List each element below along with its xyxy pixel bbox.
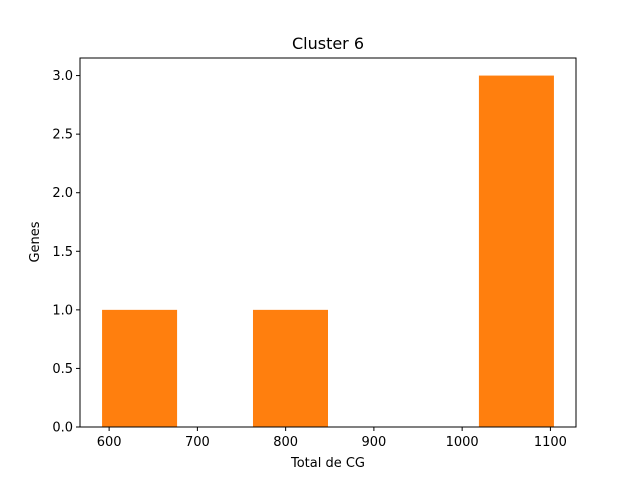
x-tick-label-3: 900 — [361, 435, 386, 450]
histogram-bar-1 — [252, 309, 328, 427]
x-tick-label-4: 1000 — [446, 435, 479, 450]
histogram-bar-2 — [478, 75, 554, 428]
x-tick-label-5: 1100 — [534, 435, 567, 450]
y-tick-label-5: 2.5 — [52, 128, 73, 143]
chart-title: Cluster 6 — [292, 34, 364, 53]
y-tick-label-2: 1.0 — [52, 303, 73, 318]
x-tick-label-1: 700 — [185, 435, 210, 450]
plot-frame — [79, 57, 577, 428]
y-tick-label-3: 1.5 — [52, 245, 73, 260]
y-axis-label: Genes — [28, 221, 43, 262]
bars-group — [102, 75, 554, 428]
y-tick-label-6: 3.0 — [52, 69, 73, 84]
x-axis-ticks: 600 700 800 900 1000 1100 — [97, 427, 567, 450]
x-tick-label-0: 600 — [97, 435, 122, 450]
y-tick-label-1: 0.5 — [52, 362, 73, 377]
histogram-bar-0 — [102, 309, 178, 427]
y-axis-ticks: 0.0 0.5 1.0 1.5 2.0 2.5 3.0 — [52, 69, 80, 436]
y-tick-label-4: 2.0 — [52, 186, 73, 201]
x-axis-label: Total de CG — [290, 456, 365, 471]
x-tick-label-2: 800 — [273, 435, 298, 450]
y-tick-label-0: 0.0 — [52, 421, 73, 436]
